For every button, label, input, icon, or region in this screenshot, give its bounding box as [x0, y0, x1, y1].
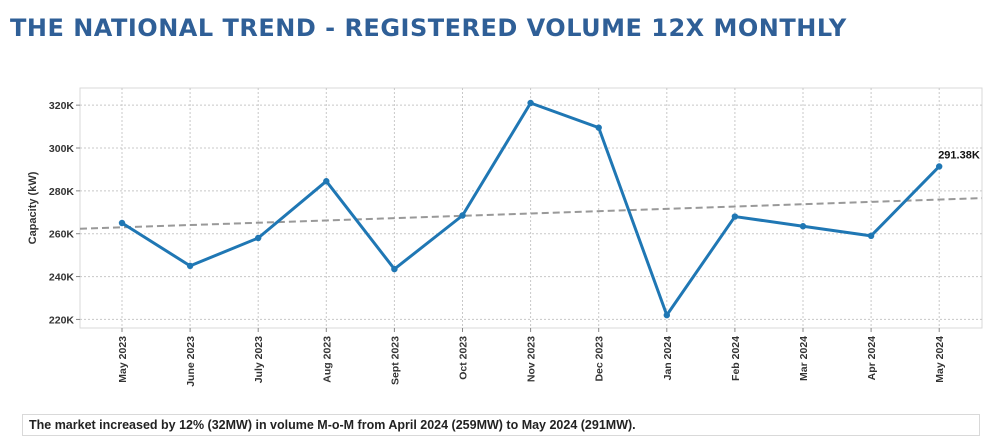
y-tick-label: 320K: [49, 100, 75, 112]
x-tick-label: Mar 2024: [798, 336, 810, 381]
data-point: [527, 99, 534, 107]
x-tick-label: Apr 2024: [866, 336, 878, 381]
x-tick-label: July 2023: [253, 336, 265, 383]
x-tick-label: Nov 2023: [526, 336, 538, 382]
trendline: [79, 197, 983, 230]
x-tick-label: Sept 2023: [389, 336, 401, 385]
data-point: [731, 213, 739, 220]
page-title: THE NATIONAL TREND - REGISTERED VOLUME 1…: [10, 14, 847, 42]
data-point: [323, 178, 330, 185]
x-tick-label: May 2023: [117, 336, 129, 383]
y-tick-label: 260K: [49, 229, 75, 241]
line-chart: 220K 240K 260K 280K 300K 320K May 2023 June 20…: [27, 87, 983, 387]
data-point: [186, 262, 194, 270]
data-point: [799, 223, 807, 230]
data-point: [459, 212, 466, 219]
data-point: [663, 311, 670, 319]
grid-vertical: [121, 88, 940, 328]
data-points: [118, 99, 943, 319]
data-label: 291.38K: [938, 149, 980, 161]
y-tick-label: 220K: [49, 314, 75, 326]
data-point: [118, 219, 126, 227]
x-axis: May 2023 June 2023 July 2023 Aug 2023 Sept 2…: [117, 328, 946, 387]
data-point: [936, 163, 943, 170]
summary-text: The market increased by 12% (32MW) in vo…: [22, 414, 980, 436]
data-point: [255, 234, 262, 242]
data-point: [595, 124, 602, 131]
x-tick-label: Oct 2023: [458, 336, 470, 380]
y-axis: 220K 240K 260K 280K 300K 320K: [49, 100, 80, 326]
x-tick-label: June 2023: [185, 336, 197, 387]
data-point: [867, 232, 875, 240]
y-tick-label: 240K: [49, 272, 75, 284]
data-point: [391, 265, 398, 273]
y-axis-title: Capacity (kW): [27, 171, 39, 244]
x-tick-label: Aug 2023: [321, 336, 333, 383]
x-tick-label: Dec 2023: [594, 336, 606, 382]
data-labels: 291.38K: [938, 149, 980, 161]
x-tick-label: May 2024: [934, 336, 946, 383]
y-tick-label: 280K: [49, 186, 75, 198]
x-tick-label: Feb 2024: [730, 336, 742, 381]
y-tick-label: 300K: [49, 143, 75, 155]
x-tick-label: Jan 2024: [662, 336, 674, 381]
